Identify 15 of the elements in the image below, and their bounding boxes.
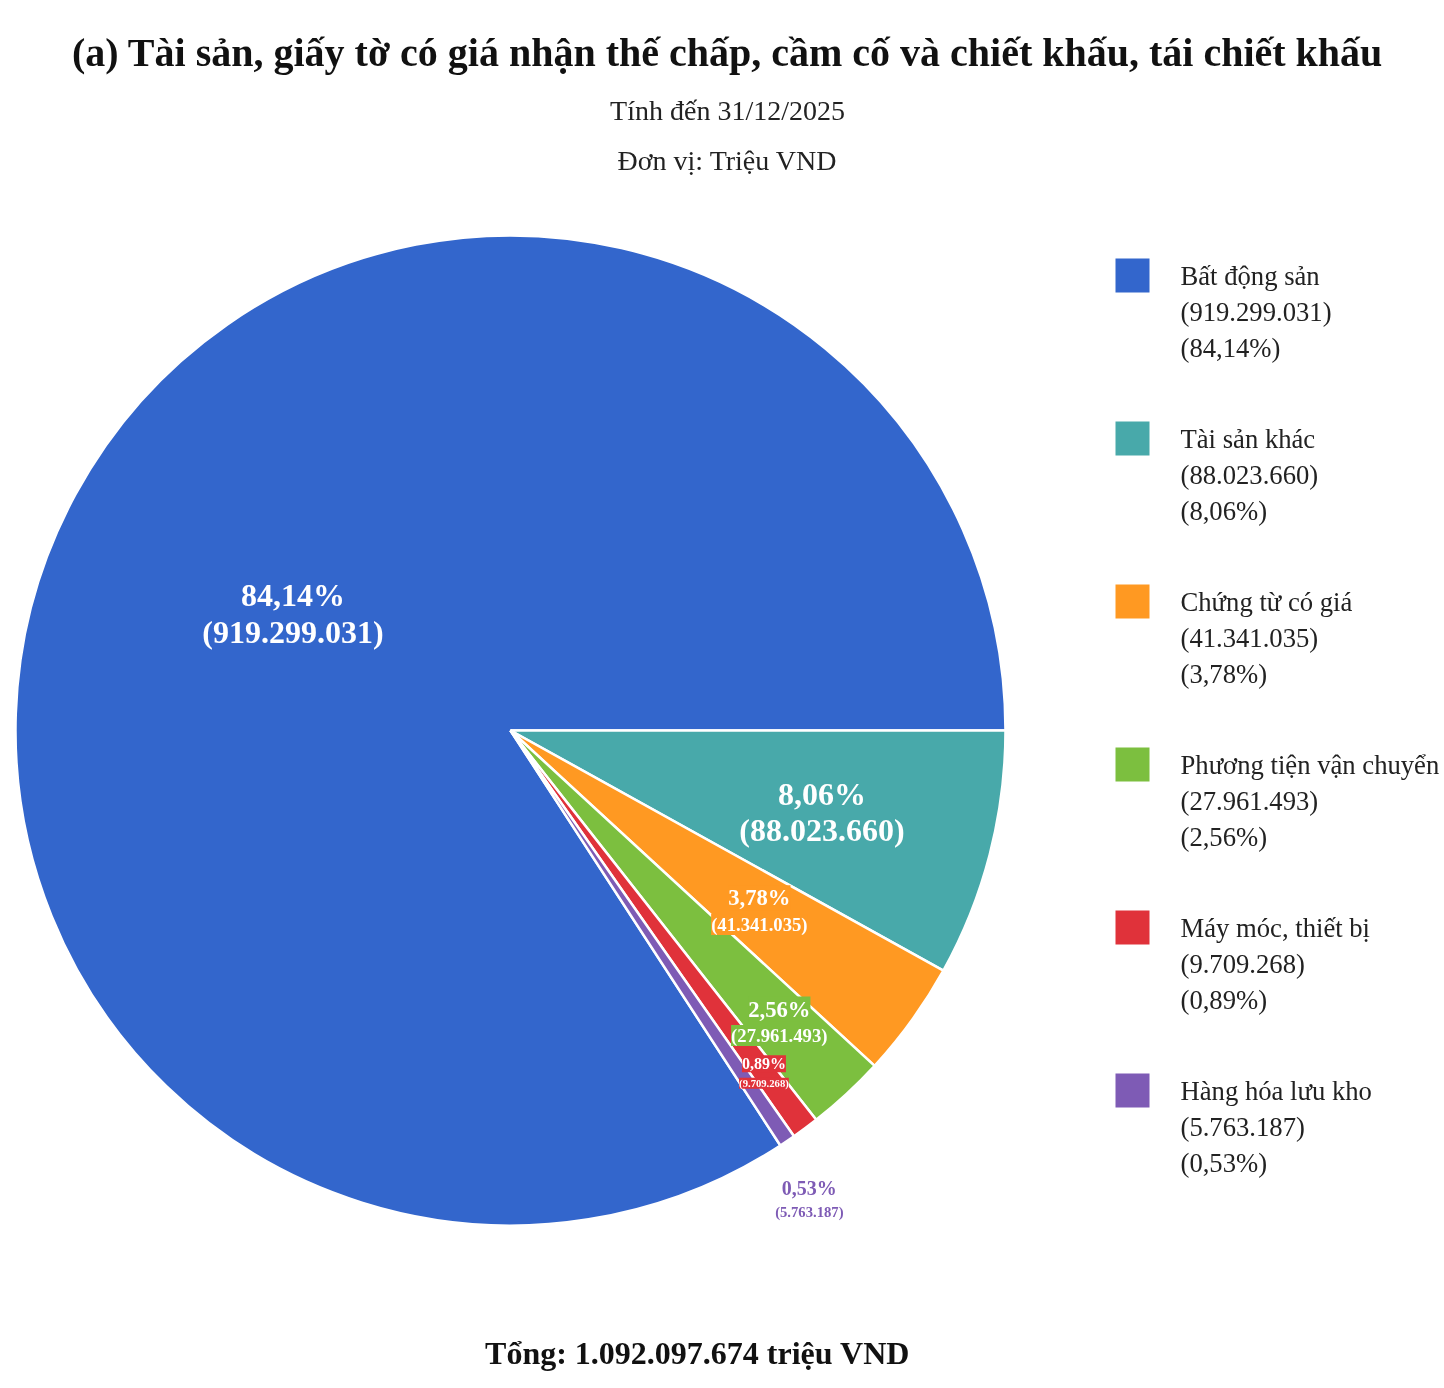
legend-label: Bất động sản (919.299.031) (84,14%)	[1180, 260, 1332, 363]
data-label: 0,89% (9.709.268)	[739, 1055, 790, 1090]
legend-label: Phương tiện vận chuyển (27.961.493) (2,56%)	[1180, 749, 1440, 852]
chart-subtitle: Tính đến 31/12/2025 Đơn vị: Triệu VND	[610, 95, 845, 176]
data-label: 3,78% (41.341.035)	[711, 885, 808, 936]
data-label: 2,56% (27.961.493)	[731, 996, 828, 1048]
data-label: 8,06% (88.023.660)	[739, 775, 905, 849]
text: Tổng: 1.092.097.674 triệu VND	[485, 1334, 910, 1371]
legend-label: Chứng từ có giá (41.341.035) (3,78%)	[1180, 586, 1353, 689]
legend-label: Hàng hóa lưu kho (5.763.187) (0,53%)	[1180, 1075, 1372, 1178]
data-label: 84,14% (919.299.031)	[202, 577, 384, 650]
data-label: 0,53% (5.763.187)	[775, 1176, 844, 1221]
legend-label: Máy móc, thiết bị (9.709.268) (0,89%)	[1180, 912, 1371, 1015]
legend-label: Tài sản khác (88.023.660) (8,06%)	[1180, 423, 1319, 526]
chart-title: (a) Tài sản, giấy tờ có giá nhận thế chấp, cầm cố và chiết khấu, tái chiết khấu	[71, 30, 1383, 75]
